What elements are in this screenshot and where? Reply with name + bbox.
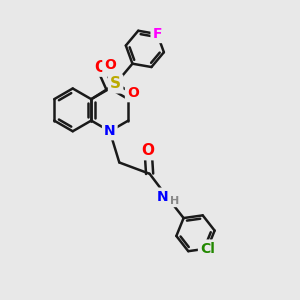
Text: F: F [152,27,162,41]
Text: O: O [127,86,139,100]
Text: N: N [157,190,169,204]
Text: H: H [170,196,179,206]
Text: O: O [104,58,116,72]
Text: O: O [142,143,154,158]
Text: S: S [110,76,121,91]
Text: Cl: Cl [200,242,215,256]
Text: O: O [94,60,107,75]
Text: N: N [104,124,116,138]
